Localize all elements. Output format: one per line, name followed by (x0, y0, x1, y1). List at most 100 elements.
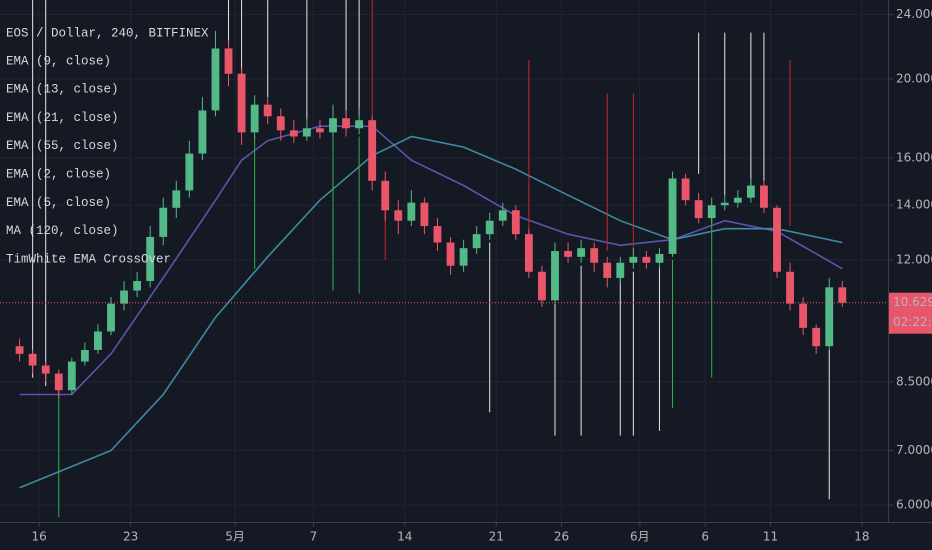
candle-body (420, 202, 429, 227)
candle-body (133, 281, 142, 291)
candle-body (289, 130, 298, 137)
candle-body (407, 202, 416, 221)
candle-body (694, 200, 703, 219)
candle-body (394, 210, 403, 221)
candle-body (15, 346, 24, 354)
candle-body (511, 210, 520, 235)
candle-body (720, 202, 729, 206)
candle-body (472, 234, 481, 249)
candle-body (381, 180, 390, 211)
candle-body (577, 248, 586, 257)
y-tick-label: 14.0000 (896, 198, 932, 212)
chart-title: EOS / Dollar, 240, BITFINEX (6, 26, 209, 40)
candle-body (773, 207, 781, 272)
y-tick-label: 6.0000 (896, 498, 932, 512)
candle-body (538, 271, 546, 301)
candle-body (433, 226, 442, 243)
y-tick-label: 24.0000 (896, 7, 932, 21)
x-tick-label: 16 (32, 530, 47, 544)
x-tick-label: 26 (554, 530, 569, 544)
grid (0, 0, 888, 522)
legend-entry: EMA (2, close) (6, 167, 111, 181)
candle-body (446, 242, 455, 266)
candle-body (564, 251, 572, 257)
candle-body (316, 128, 324, 133)
x-tick-label: 23 (123, 530, 138, 544)
candle-body (668, 178, 677, 254)
legend-entry: MA (120, close) (6, 224, 119, 238)
candle-body (485, 220, 494, 235)
x-tick-label: 6 (701, 530, 709, 544)
candle-body (707, 205, 716, 219)
candle-body (276, 116, 285, 131)
y-tick-label: 8.5000 (896, 374, 932, 388)
candle-body (67, 361, 76, 391)
candle-body (551, 251, 559, 301)
y-tick-label: 12.0000 (896, 252, 932, 266)
candle-body (146, 236, 155, 282)
candle-body (355, 120, 364, 129)
candle-body (799, 303, 808, 328)
candle-body (590, 248, 599, 263)
candle-body (329, 118, 337, 133)
legend: EOS / Dollar, 240, BITFINEX EMA (9, clos… (6, 26, 209, 266)
indicator-line (19, 125, 843, 396)
candle-body (459, 248, 468, 266)
candle-body (250, 104, 259, 133)
candle-body (616, 262, 625, 278)
candle-body (224, 48, 233, 74)
candle-body (263, 104, 272, 117)
candle-body (120, 290, 128, 304)
axes: 24.0000 20.0000 16.0000 14.0000 12.0000 8.500… (32, 7, 932, 544)
candle-body (812, 327, 821, 347)
candle-body (629, 256, 638, 263)
candle-body (642, 256, 651, 263)
legend-entry: TimWhite EMA CrossOver (6, 252, 171, 266)
candle-body (237, 73, 246, 133)
x-tick-label: 6月 (630, 530, 650, 544)
candle-body (825, 287, 834, 347)
legend-entry: EMA (21, close) (6, 111, 119, 125)
indicator-line (19, 135, 843, 489)
legend-entry: EMA (55, close) (6, 139, 119, 153)
candle-body (786, 271, 794, 304)
candle-body (80, 349, 89, 362)
candle-body (94, 331, 102, 350)
y-tick-label: 16.0000 (896, 150, 932, 164)
candle-body (681, 178, 690, 201)
legend-entry: EMA (13, close) (6, 83, 119, 97)
candle-body (342, 118, 350, 129)
candle-body (760, 185, 768, 208)
candle-body (655, 253, 664, 263)
last-price-box (889, 292, 932, 334)
candle-body (498, 210, 507, 221)
candle-body (159, 207, 168, 237)
candle-body (107, 303, 115, 332)
candle-body (302, 128, 311, 137)
candle-body (733, 197, 742, 203)
x-tick-label: 7 (310, 530, 318, 544)
candle-body (746, 185, 755, 198)
plot-area (0, 0, 888, 518)
y-tick-label: 7.0000 (896, 443, 932, 457)
candle-body (198, 110, 207, 154)
candle-body (211, 48, 220, 111)
countdown-label: 02:22:58 (893, 315, 932, 329)
candle-body (603, 262, 612, 278)
candle-body (172, 190, 181, 208)
candle-body (524, 234, 533, 272)
candle-body (54, 373, 63, 391)
candle-body (28, 353, 37, 366)
x-tick-label: 18 (854, 530, 869, 544)
y-tick-label: 20.0000 (896, 71, 932, 85)
candle-body (838, 287, 847, 303)
x-tick-label: 5月 (225, 530, 245, 544)
x-tick-label: 11 (763, 530, 778, 544)
candle-body (368, 120, 377, 181)
legend-entry: EMA (9, close) (6, 54, 111, 68)
candle-body (185, 153, 194, 191)
x-tick-label: 21 (489, 530, 504, 544)
candle-body (41, 365, 50, 374)
